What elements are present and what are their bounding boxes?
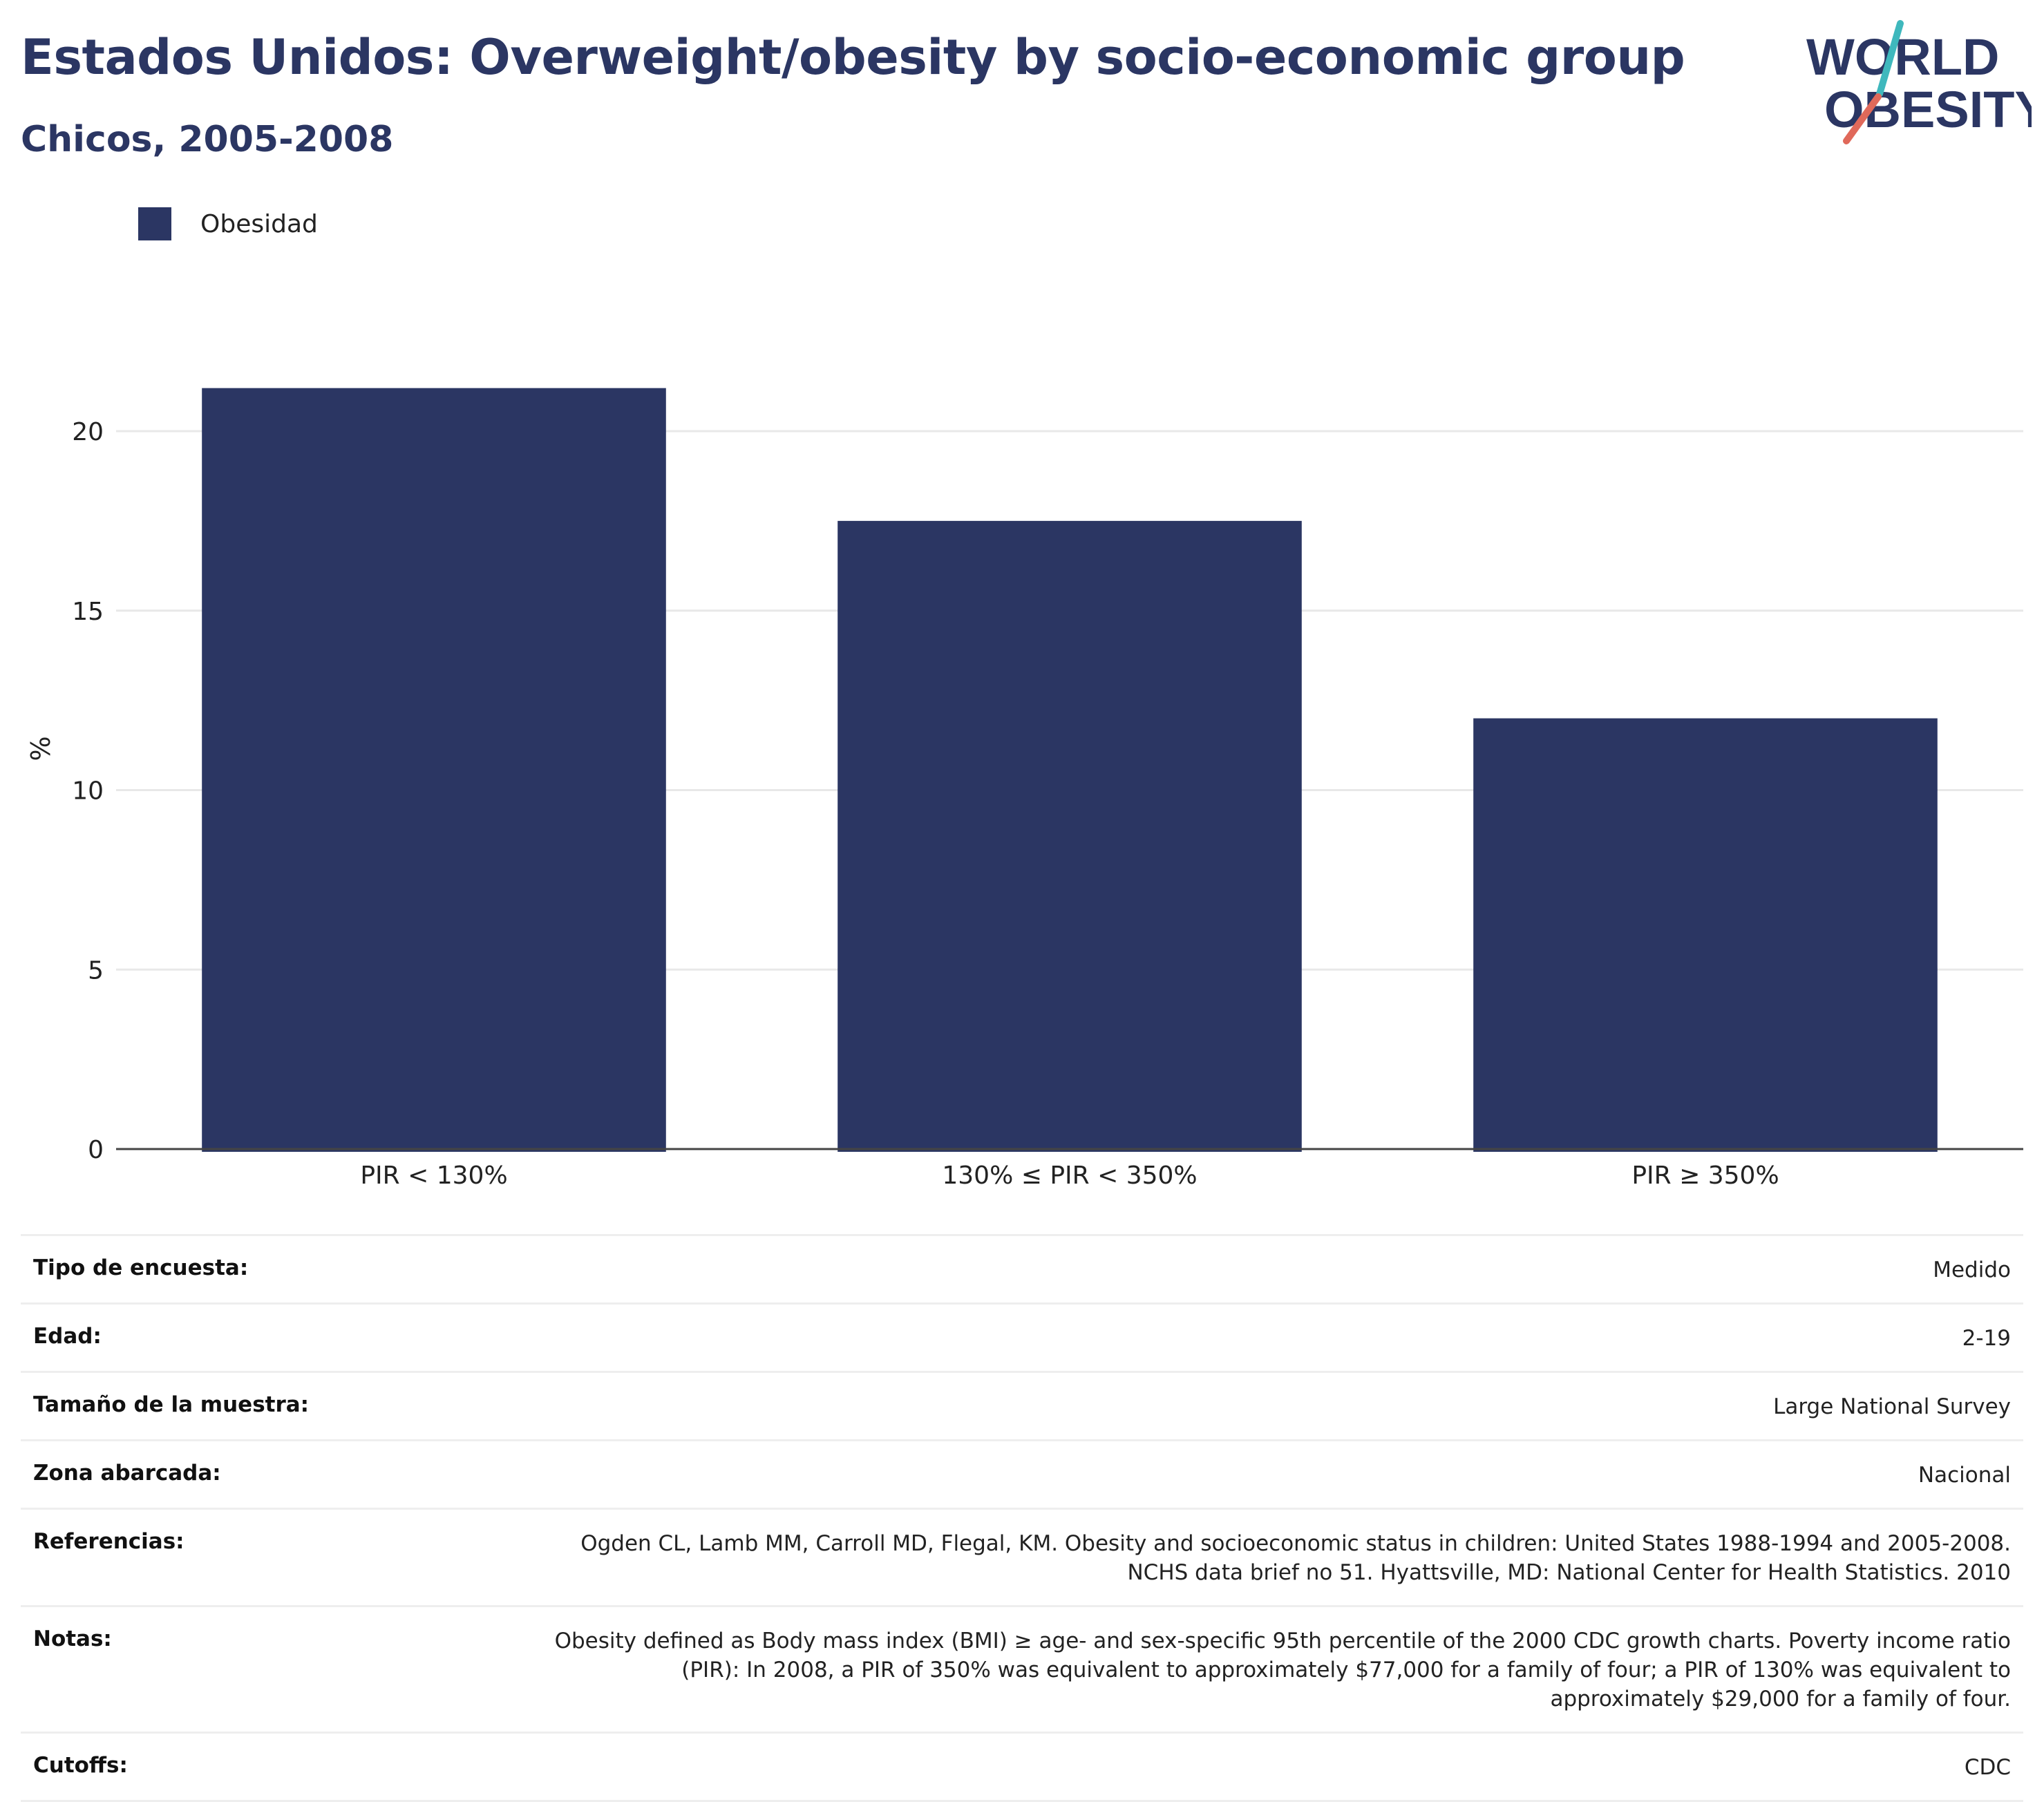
y-tick-label: 0 [88, 1136, 104, 1164]
logo-slash-teal [1876, 20, 1904, 97]
info-label: Referencias: [33, 1529, 184, 1554]
y-tick-label: 10 [72, 777, 104, 806]
legend-swatch-obesidad [138, 207, 171, 240]
info-label: Tamaño de la muestra: [33, 1392, 310, 1417]
info-row: Cutoffs: CDC [21, 1732, 2023, 1802]
info-label: Zona abarcada: [33, 1461, 221, 1486]
y-tick-label: 5 [88, 956, 104, 985]
bar [838, 520, 1302, 1152]
x-tick-label: PIR ≥ 350% [1631, 1161, 1779, 1190]
chart-legend[interactable]: Obesidad [138, 207, 318, 240]
info-row: Tipo de encuesta: Medido [21, 1234, 2023, 1302]
info-label: Notas: [33, 1626, 112, 1651]
bar [1473, 718, 1938, 1152]
info-value: Large National Survey [1773, 1394, 2011, 1419]
world-obesity-logo: WORLD OBESITY [1806, 20, 2032, 144]
info-row: Referencias: Ogden CL, Lamb MM, Carroll M… [21, 1508, 2023, 1605]
info-value: Obesity defined as Body mass index (BMI)… [554, 1629, 2011, 1711]
page-subtitle: Chicos, 2005-2008 [21, 119, 394, 160]
bar-chart: 0 5 10 15 20% PIR < 130% 130% ≤ PIR < 350% PIR … [26, 388, 2023, 1190]
info-value: 2-19 [1962, 1326, 2011, 1351]
survey-info-table: Tipo de encuesta: Medido Edad: 2-19 Tamaño d… [21, 1234, 2023, 1802]
x-tick-label: 130% ≤ PIR < 350% [942, 1161, 1197, 1190]
info-label: Tipo de encuesta: [33, 1255, 249, 1280]
info-value: Ogden CL, Lamb MM, Carroll MD, Flegal, K… [580, 1531, 2011, 1585]
bar [202, 388, 666, 1153]
info-label: Cutoffs: [33, 1753, 128, 1778]
info-value: CDC [1964, 1755, 2011, 1780]
logo-slash-red [1843, 93, 1882, 144]
page-title: Estados Unidos: Overweight/obesity by so… [21, 29, 1685, 86]
info-label: Edad: [33, 1324, 102, 1349]
logo-line1: WORLD [1806, 28, 2000, 86]
y-axis-title: % [26, 736, 56, 761]
legend-label-obesidad: Obesidad [200, 209, 318, 238]
info-value: Medido [1933, 1258, 2011, 1282]
x-tick-label: PIR < 130% [360, 1161, 507, 1190]
info-row: Edad: 2-19 [21, 1302, 2023, 1371]
info-row: Tamaño de la muestra: Large National Surv… [21, 1371, 2023, 1439]
info-value: Nacional [1918, 1463, 2011, 1488]
y-tick-label: 15 [72, 598, 104, 626]
info-row: Zona abarcada: Nacional [21, 1439, 2023, 1508]
info-row: Notas: Obesity defined as Body mass index… [21, 1605, 2023, 1732]
y-tick-label: 20 [72, 418, 104, 446]
